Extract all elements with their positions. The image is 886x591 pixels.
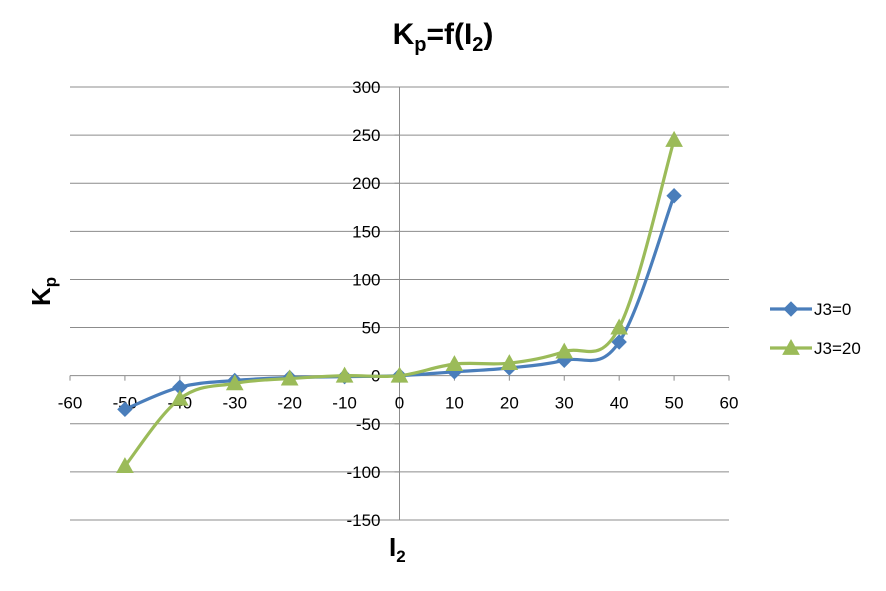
y-tick-label: -50 bbox=[356, 415, 381, 434]
y-tick-label: 150 bbox=[352, 222, 380, 241]
x-tick-label: 10 bbox=[445, 394, 464, 413]
x-tick-label: -60 bbox=[58, 394, 83, 413]
data-point bbox=[116, 457, 134, 474]
data-point bbox=[610, 318, 629, 335]
x-tick-label: 20 bbox=[500, 394, 519, 413]
x-tick-label: -20 bbox=[277, 394, 302, 413]
data-point bbox=[666, 188, 682, 204]
y-tick-label: 50 bbox=[362, 319, 381, 338]
data-point bbox=[280, 369, 299, 386]
chart-title: Kp=f(I2) bbox=[392, 18, 494, 56]
y-tick-label: 100 bbox=[352, 270, 380, 289]
data-point bbox=[170, 389, 189, 406]
x-tick-label: 50 bbox=[665, 394, 684, 413]
data-point bbox=[445, 355, 464, 372]
y-tick-label: 300 bbox=[352, 78, 380, 97]
data-point bbox=[555, 342, 574, 359]
x-tick-label: 40 bbox=[610, 394, 629, 413]
legend-marker bbox=[782, 338, 800, 355]
data-point bbox=[611, 334, 627, 350]
y-tick-label: 250 bbox=[352, 126, 380, 145]
y-tick-label: -150 bbox=[346, 511, 380, 530]
x-tick-label: -30 bbox=[222, 394, 247, 413]
data-point bbox=[665, 130, 683, 147]
x-tick-label: 60 bbox=[720, 394, 739, 413]
legend-marker bbox=[783, 301, 799, 317]
x-tick-label: -10 bbox=[332, 394, 357, 413]
legend-label: J3=20 bbox=[814, 339, 861, 358]
data-point bbox=[225, 374, 244, 391]
series-line-1 bbox=[124, 195, 676, 411]
y-axis-label: Kp bbox=[26, 276, 61, 306]
data-point bbox=[335, 366, 354, 383]
data-point bbox=[117, 401, 133, 418]
y-tick-label: -100 bbox=[346, 463, 380, 482]
data-point bbox=[500, 354, 519, 371]
x-tick-label: 0 bbox=[395, 394, 404, 413]
data-point bbox=[390, 366, 409, 383]
legend-label: J3=0 bbox=[814, 300, 851, 319]
x-tick-label: 30 bbox=[555, 394, 574, 413]
y-tick-label: 200 bbox=[352, 174, 380, 193]
x-axis-label: I2 bbox=[389, 532, 406, 567]
